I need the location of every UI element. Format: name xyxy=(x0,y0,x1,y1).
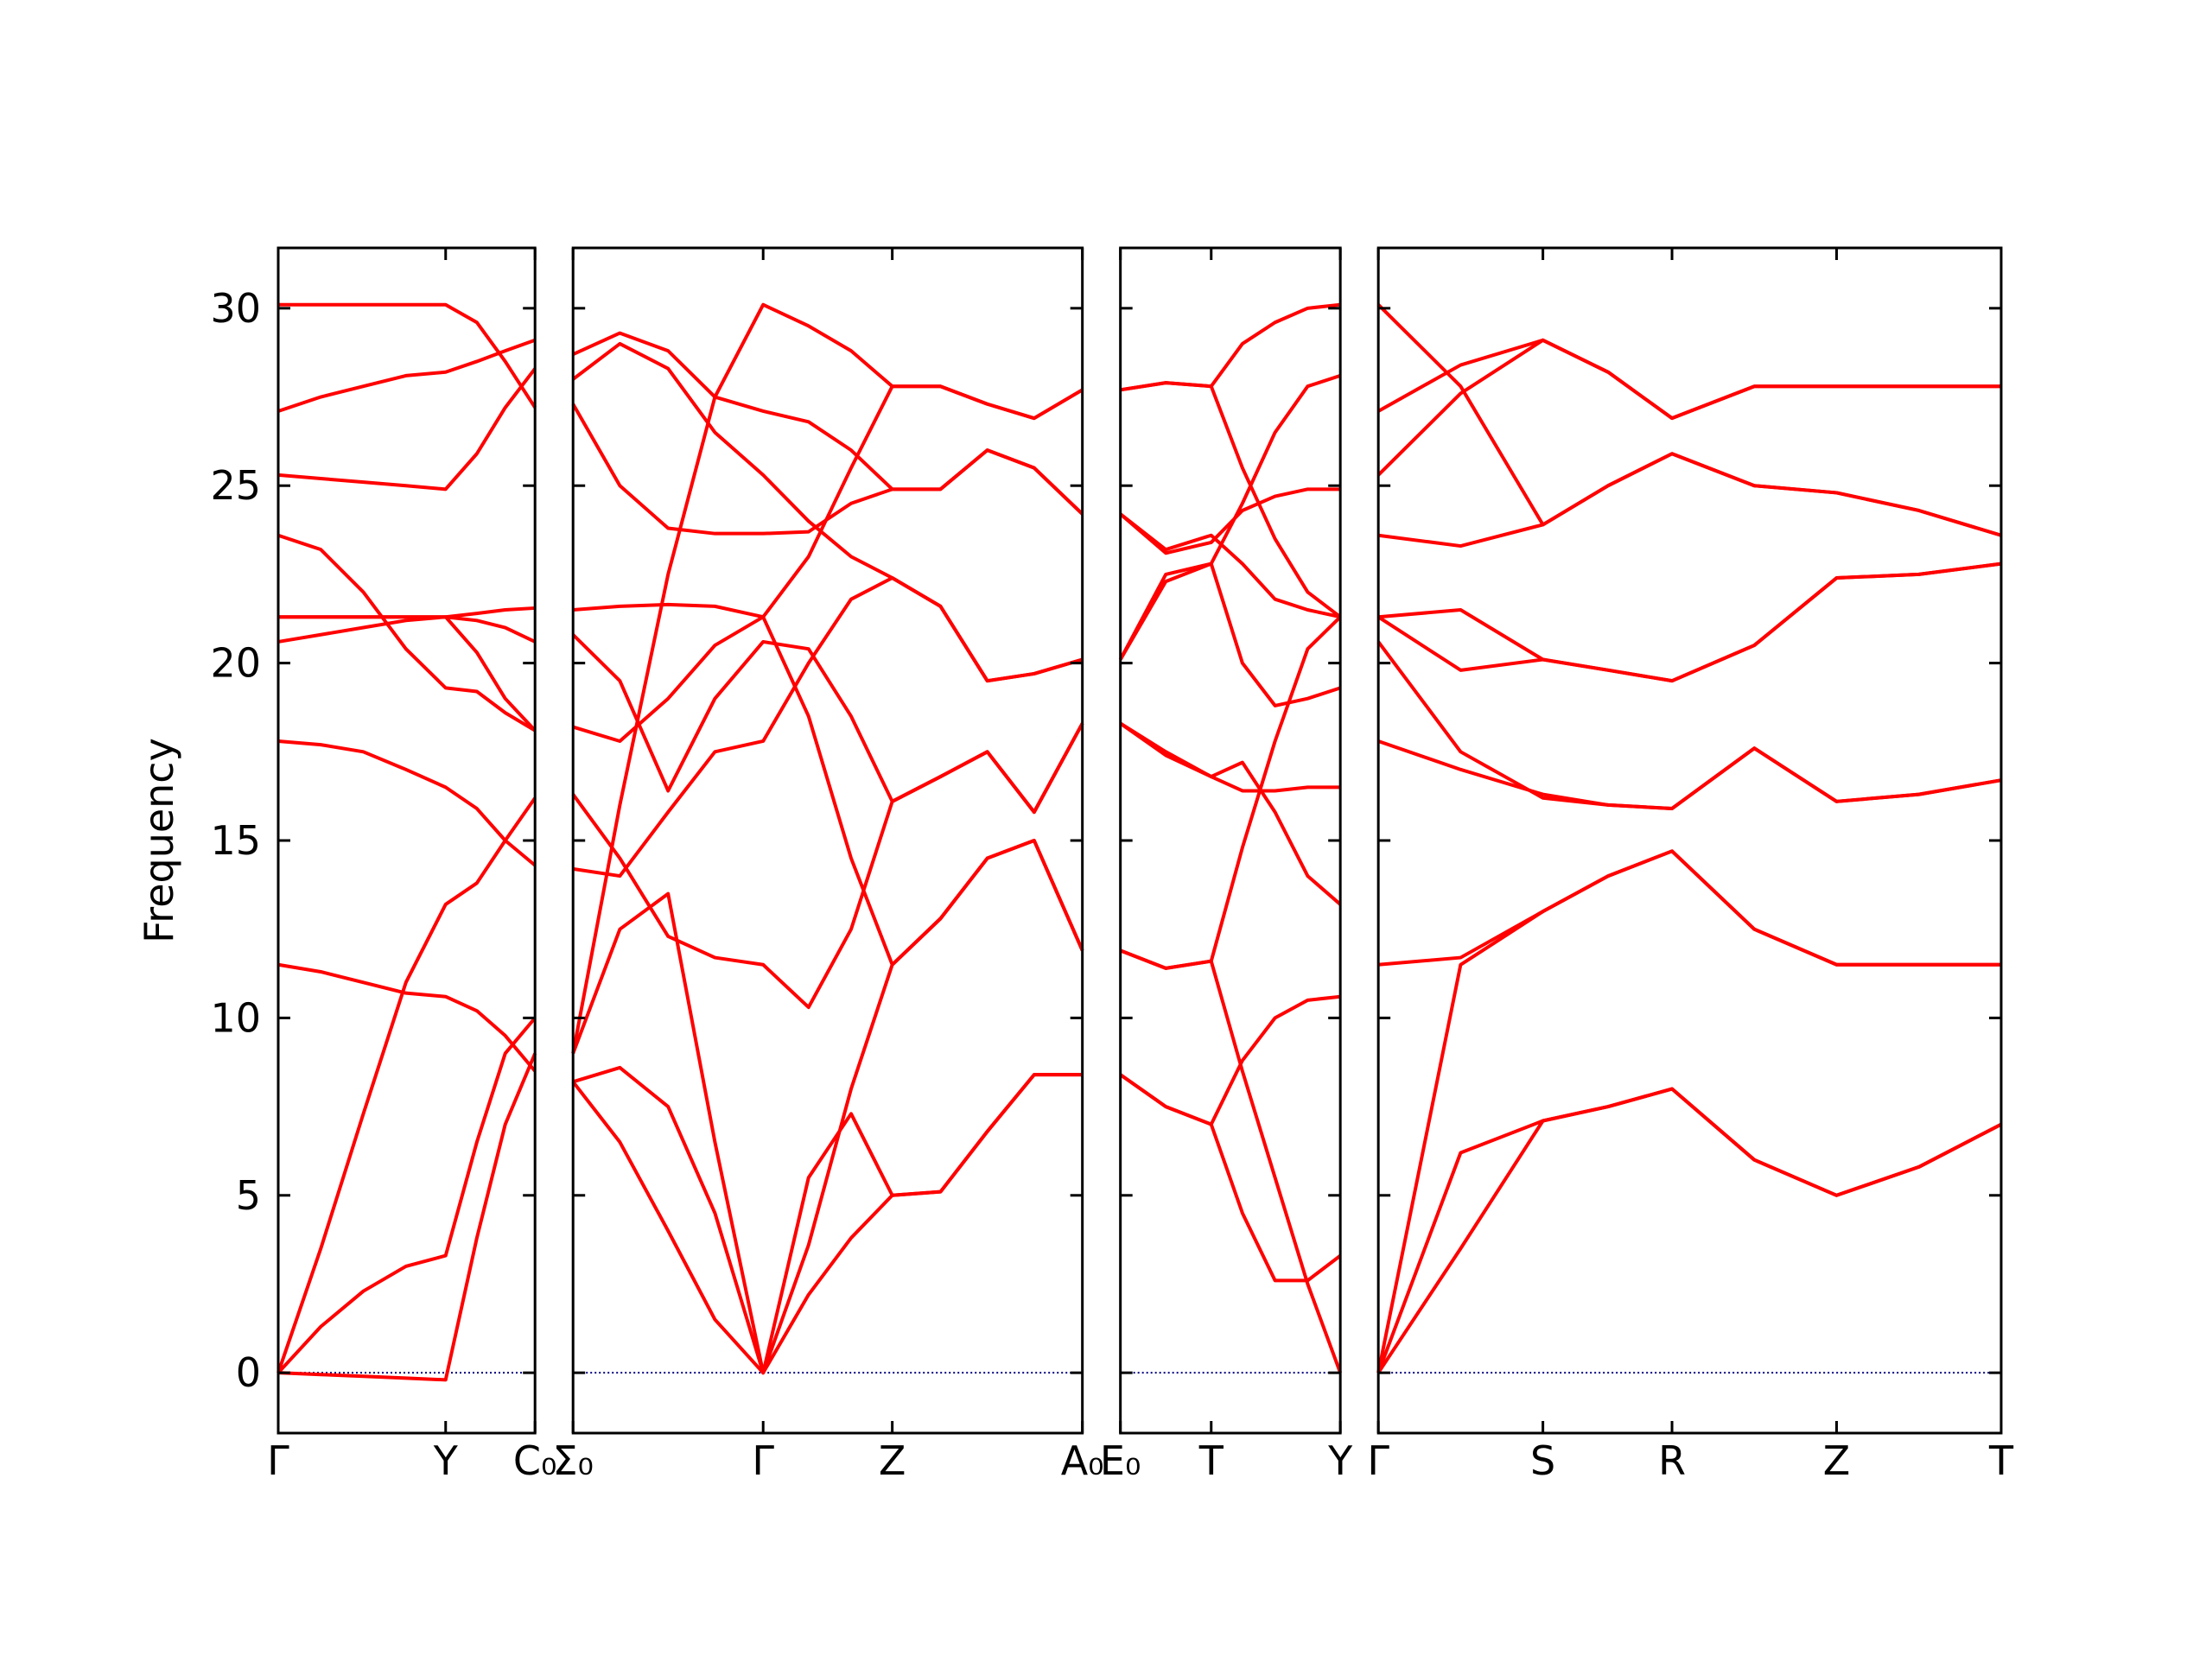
x-tick-label: A₀ xyxy=(1061,1437,1104,1484)
band-line xyxy=(1377,849,2001,967)
x-tick-label: Y xyxy=(1327,1437,1353,1484)
x-tick-label: E₀ xyxy=(1100,1437,1141,1484)
band-line xyxy=(1376,640,2002,811)
y-tick-label: 0 xyxy=(236,1349,261,1396)
band-line xyxy=(277,367,537,492)
band-line xyxy=(277,606,536,644)
x-tick-label: R xyxy=(1658,1437,1686,1484)
band-line xyxy=(573,602,1084,967)
y-tick-label: 25 xyxy=(210,462,261,509)
band-line xyxy=(572,384,1084,743)
band-line xyxy=(1376,303,2002,537)
y-axis-label: Frequency xyxy=(136,738,182,943)
band-line xyxy=(1119,994,1341,1126)
band-line xyxy=(276,1017,537,1374)
y-tick-label: 20 xyxy=(210,640,261,687)
x-tick-label: Z xyxy=(1823,1437,1851,1484)
band-line xyxy=(278,615,537,644)
band-line xyxy=(571,633,1084,815)
y-tick-label: 15 xyxy=(210,817,261,864)
y-tick-label: 10 xyxy=(210,994,261,1041)
band-line xyxy=(278,302,537,409)
band-line xyxy=(277,533,537,733)
band-line xyxy=(571,341,1084,683)
band-line xyxy=(1119,721,1342,906)
band-line xyxy=(1118,561,1341,707)
band-line xyxy=(1119,615,1342,970)
band-line xyxy=(1376,1087,2002,1373)
band-line xyxy=(277,962,537,1073)
band-line xyxy=(276,796,537,1373)
band-line xyxy=(277,739,537,867)
y-tick-label: 30 xyxy=(210,285,261,332)
x-tick-label: T xyxy=(1988,1437,2014,1484)
band-line xyxy=(277,1052,537,1382)
band-line xyxy=(572,331,1084,516)
x-tick-label: Σ₀ xyxy=(552,1437,594,1484)
band-line xyxy=(1120,302,1341,392)
x-tick-label: Y xyxy=(433,1437,459,1484)
x-tick-label: C₀ xyxy=(513,1437,557,1484)
band-line xyxy=(1119,512,1341,619)
x-tick-label: Γ xyxy=(1367,1437,1389,1484)
band-line xyxy=(1119,721,1341,793)
band-line xyxy=(1119,487,1341,555)
x-tick-label: Z xyxy=(879,1437,906,1484)
y-tick-label: 5 xyxy=(236,1172,261,1219)
band-line xyxy=(1377,561,2002,683)
band-line xyxy=(1118,373,1341,661)
band-line xyxy=(572,1065,1083,1375)
x-tick-label: Γ xyxy=(752,1437,774,1484)
x-tick-label: Γ xyxy=(267,1437,289,1484)
x-tick-label: T xyxy=(1198,1437,1224,1484)
x-tick-label: S xyxy=(1530,1437,1555,1484)
band-line xyxy=(1377,338,2001,421)
